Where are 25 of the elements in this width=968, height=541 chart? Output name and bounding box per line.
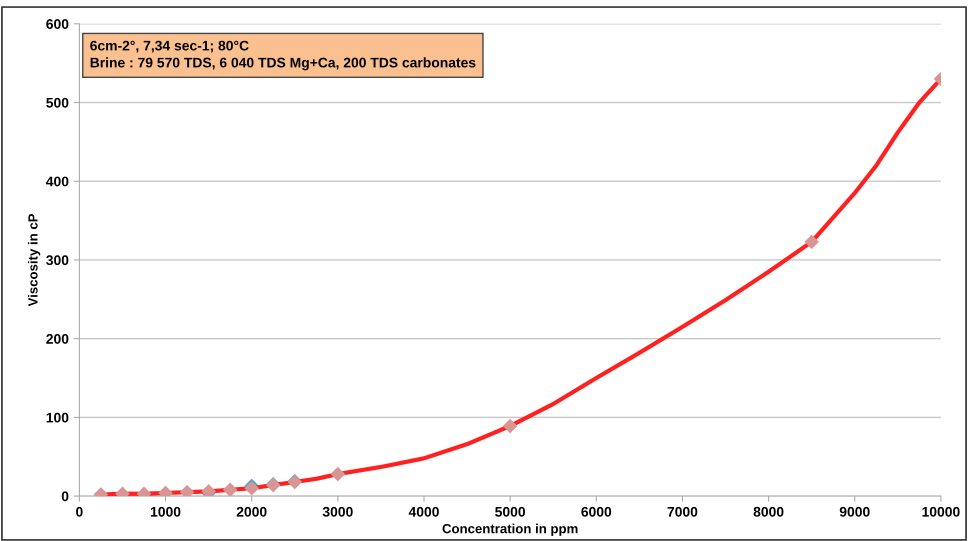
- point: [804, 234, 819, 250]
- point: [502, 418, 518, 434]
- x-tick-label: 1000: [150, 506, 180, 517]
- x-tick-label: 8000: [754, 506, 784, 517]
- y-tick-label: 300: [46, 255, 68, 266]
- y-tick-label: 400: [46, 176, 68, 186]
- x-tick-label: 10000: [922, 506, 960, 517]
- annotation: 6cm-2°, 7,34 sec-1; 80°C Brine : 79 570 TDS, 6 040 TDS Mg+Ca, 200 TDS carbonates: [90, 40, 476, 70]
- y-tick-label: 0: [62, 491, 68, 502]
- point: [222, 482, 238, 496]
- y-tick-label: 500: [46, 98, 68, 108]
- y-tick-label: 200: [46, 334, 68, 344]
- x-tick-label: 2000: [236, 506, 267, 517]
- x-tick-label: 0: [76, 506, 83, 517]
- x-tick-label: 4000: [408, 506, 439, 517]
- point: [330, 466, 346, 482]
- x-tick-label: 9000: [840, 506, 870, 517]
- y-tick-label: 100: [46, 412, 68, 423]
- x-tick-label: 5000: [495, 506, 526, 517]
- x-tick-label: 7000: [668, 506, 698, 517]
- x-tick-label: 3000: [322, 506, 353, 517]
- y-tick-label: 600: [46, 19, 68, 29]
- y-axis-title: Viscosity in cP: [28, 214, 40, 306]
- x-axis-title: Concentration in ppm: [442, 524, 578, 536]
- x-tick-label: 6000: [581, 506, 612, 517]
